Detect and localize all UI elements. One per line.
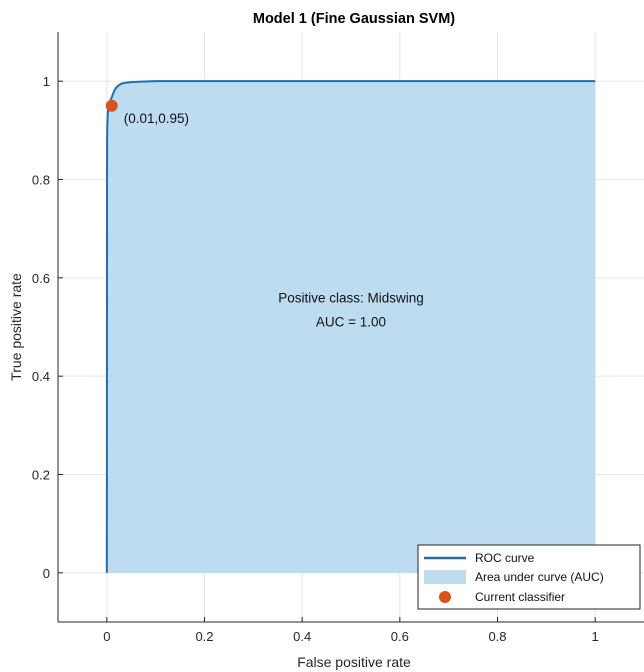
x-tick-label: 0.4 xyxy=(293,629,311,644)
y-tick-label: 0.8 xyxy=(32,173,50,188)
y-tick-label: 0.4 xyxy=(32,369,50,384)
roc-curve-line xyxy=(105,80,596,573)
x-tick-label: 0.6 xyxy=(391,629,409,644)
legend-entry-label: Current classifier xyxy=(475,590,565,604)
legend: ROC curve Area under curve (AUC) Current c… xyxy=(417,544,641,610)
y-tick-label: 0 xyxy=(43,566,50,581)
axes xyxy=(57,32,644,623)
x-tick-label: 0.2 xyxy=(195,629,213,644)
tick-labels: 0 0.2 0.4 0.6 0.8 1 0 0.2 0.4 0.6 0.8 1 xyxy=(32,74,599,644)
y-tick-label: 0.6 xyxy=(32,271,50,286)
legend-classifier-swatch xyxy=(439,591,451,603)
y-tick-label: 0.2 xyxy=(32,468,50,483)
positive-class-label: Positive class: Midswing xyxy=(278,290,424,305)
x-tick-label: 1 xyxy=(592,629,599,644)
x-tick-label: 0.8 xyxy=(488,629,506,644)
auc-area xyxy=(106,81,596,573)
y-axis-label: True positive rate xyxy=(8,273,24,381)
current-classifier-label: (0.01,0.95) xyxy=(124,111,189,126)
y-tick-label: 1 xyxy=(43,74,50,89)
x-tick-label: 0 xyxy=(103,629,110,644)
auc-value-label: AUC = 1.00 xyxy=(316,314,386,329)
chart-title: Model 1 (Fine Gaussian SVM) xyxy=(253,11,455,27)
x-axis-label: False positive rate xyxy=(297,654,411,670)
legend-entry-label: ROC curve xyxy=(475,551,535,565)
legend-entry-label: Area under curve (AUC) xyxy=(475,570,604,584)
legend-auc-swatch xyxy=(424,570,466,584)
current-classifier-point xyxy=(105,99,118,112)
